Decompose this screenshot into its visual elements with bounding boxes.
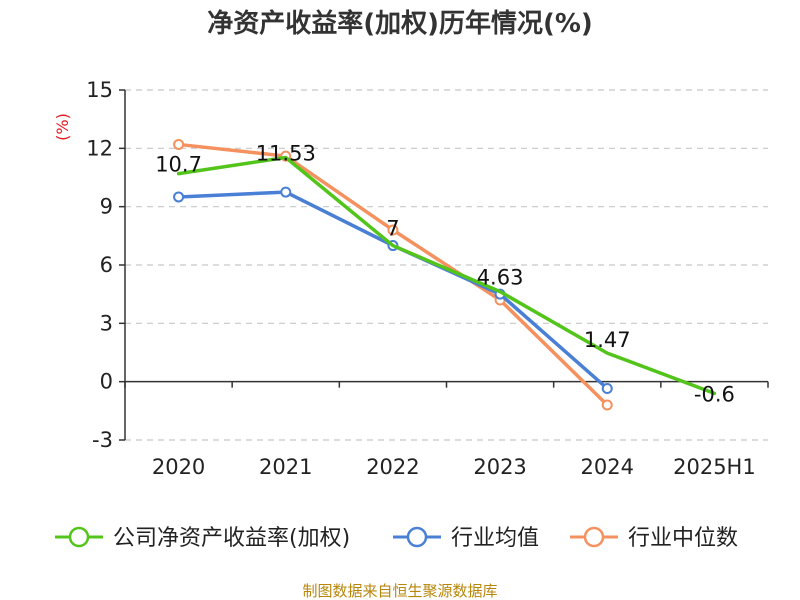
x-tick-label: 2023 — [473, 455, 526, 479]
chart-title: 净资产收益率(加权)历年情况(%) — [207, 8, 593, 39]
data-point — [601, 399, 613, 411]
legend-swatch-marker — [406, 526, 428, 548]
y-tick-label: 12 — [86, 136, 113, 160]
data-point — [280, 186, 292, 198]
data-point — [387, 224, 399, 236]
legend-label: 公司净资产收益率(加权) — [113, 526, 350, 551]
x-tick-label: 2025H1 — [673, 455, 756, 479]
data-label: 10.7 — [155, 153, 202, 177]
data-label: 4.63 — [477, 266, 524, 290]
y-tick-label: 3 — [100, 311, 113, 335]
data-label: 1.47 — [584, 328, 631, 352]
legend-label: 行业均值 — [451, 526, 539, 551]
data-point — [173, 138, 185, 150]
series-line — [176, 155, 717, 396]
y-axis-unit-label: (%) — [53, 113, 72, 141]
x-tick-label: 2020 — [152, 455, 205, 479]
series-lines — [173, 138, 717, 411]
y-tick-label: 6 — [100, 253, 113, 277]
legend-label: 行业中位数 — [628, 526, 738, 551]
legend: 公司净资产收益率(加权) 行业均值 行业中位数 — [55, 526, 738, 551]
data-point — [601, 382, 613, 394]
y-tick-label: 9 — [100, 195, 113, 219]
data-label: -0.6 — [694, 382, 735, 406]
axes: -3 0 3 6 9 12 15 2020 2021 2022 2023 2024 2025H1 — [86, 78, 769, 479]
x-tick-label: 2024 — [581, 455, 634, 479]
x-tick-label: 2022 — [366, 455, 419, 479]
y-tick-label: -3 — [92, 428, 113, 452]
data-label: 7 — [386, 217, 399, 241]
legend-swatch-marker — [583, 526, 605, 548]
series-line — [176, 142, 609, 407]
data-label: 11.53 — [256, 141, 316, 165]
source-note: 制图数据来自恒生聚源数据库 — [302, 582, 497, 600]
data-point — [173, 191, 185, 203]
legend-swatch-marker — [68, 526, 90, 548]
y-tick-label: 0 — [100, 370, 113, 394]
y-tick-label: 15 — [86, 78, 113, 102]
data-labels: 10.7 11.53 7 4.63 1.47 -0.6 — [155, 141, 735, 406]
x-tick-label: 2021 — [259, 455, 312, 479]
